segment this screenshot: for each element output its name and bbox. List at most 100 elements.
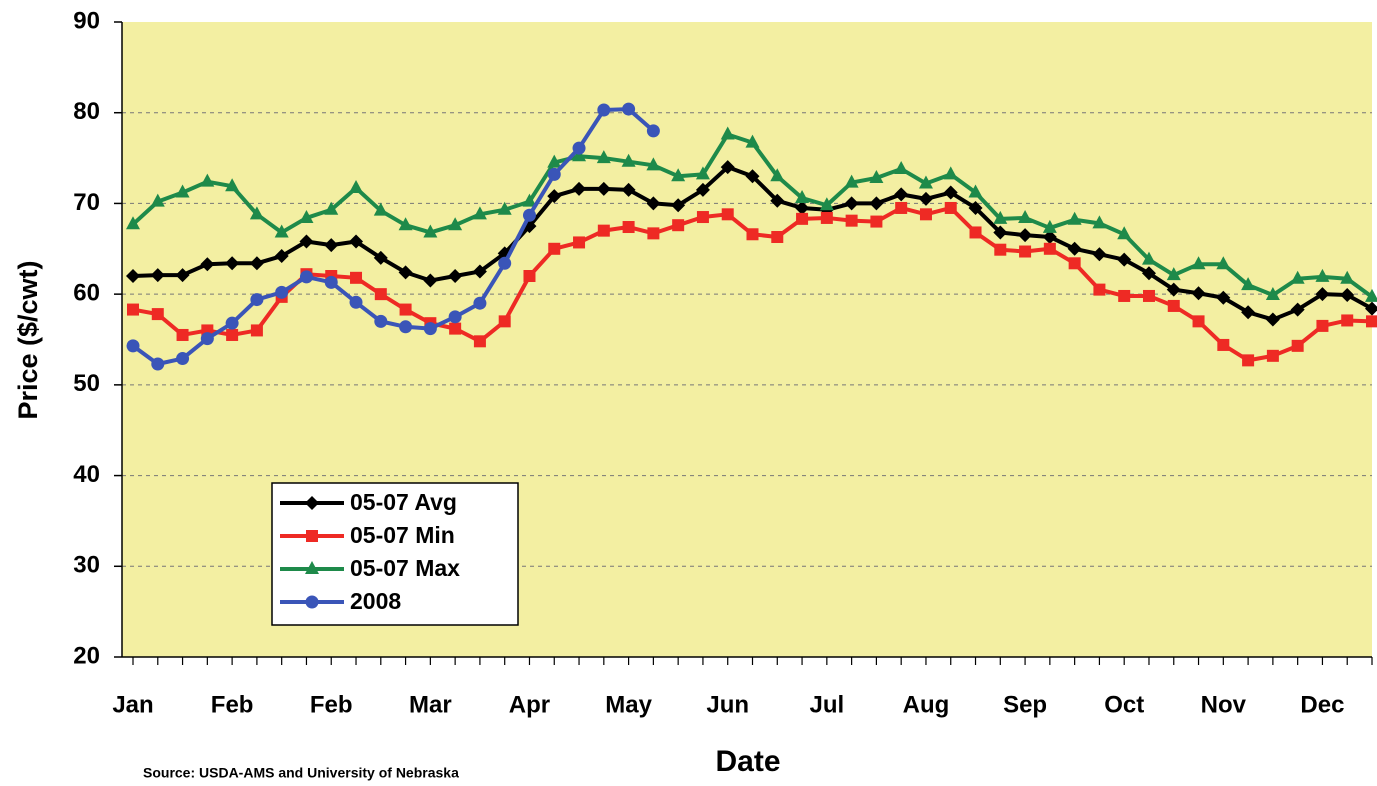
marker [299,234,314,249]
marker [820,211,833,224]
marker [746,228,759,241]
marker [151,357,165,371]
y-tick-label: 60 [73,279,100,306]
marker [398,265,413,280]
marker [1141,251,1156,265]
marker [1291,339,1304,352]
marker [200,332,214,346]
marker [473,335,486,348]
marker [350,271,363,284]
marker [1265,312,1280,327]
marker [324,201,339,215]
legend-marker [306,530,318,542]
y-axis-label: Price ($/cwt) [13,260,43,419]
y-tick-label: 50 [73,370,100,397]
x-tick-label: May [605,691,652,718]
marker [993,210,1008,224]
marker [1141,266,1156,281]
marker [720,160,735,175]
marker [696,211,709,224]
source-note: Source: USDA-AMS and University of Nebra… [143,765,459,781]
marker [869,196,884,211]
marker [151,308,164,321]
marker [869,170,884,184]
marker [1216,256,1231,270]
marker [522,193,537,207]
marker [671,198,686,213]
legend-label: 2008 [350,588,401,614]
marker [1067,211,1082,225]
marker [548,242,561,255]
legend-marker [305,595,319,609]
marker [176,328,189,341]
marker [1043,242,1056,255]
marker [399,303,412,316]
x-tick-label: Apr [509,691,550,718]
marker [646,196,661,211]
marker [695,166,710,180]
marker [150,193,165,207]
marker [473,296,487,310]
marker [497,201,512,215]
marker [1315,268,1330,282]
marker [126,269,140,283]
marker [597,103,611,117]
marker [200,173,215,187]
marker [1192,315,1205,328]
marker [324,275,338,289]
marker [175,184,190,198]
y-tick-label: 80 [73,98,100,125]
marker [745,134,760,148]
marker [1042,229,1057,244]
marker [647,227,660,240]
x-tick-label: Aug [903,691,950,718]
marker [1290,270,1305,284]
marker [448,310,462,324]
marker [423,322,437,336]
marker [795,189,810,203]
y-tick-label: 90 [73,7,100,34]
marker [225,178,240,192]
marker [993,225,1008,240]
x-tick-label: Jul [809,691,844,718]
marker [918,191,933,206]
legend: 05-07 Avg 05-07 Min 05-07 Max 2008 [271,482,519,626]
marker [1068,257,1081,270]
marker [1340,288,1355,303]
marker [918,175,933,189]
marker [324,238,339,253]
marker [895,201,908,214]
series-line [131,107,655,366]
marker [944,201,957,214]
marker [770,193,785,208]
x-tick-label: Nov [1201,691,1247,718]
marker [1191,286,1206,301]
x-axis-label: Date [715,745,780,778]
marker [596,181,611,196]
marker [894,187,909,202]
marker [349,295,363,309]
marker [919,208,932,221]
marker [745,169,760,184]
marker [1241,305,1256,320]
marker [943,166,958,180]
marker [646,157,661,171]
marker [1316,319,1329,332]
marker [127,303,139,316]
marker [695,182,710,197]
marker [498,256,512,270]
marker [870,215,883,228]
marker [1117,252,1132,267]
marker [771,230,784,243]
marker [1242,354,1255,367]
marker [472,206,487,220]
marker [249,206,264,220]
marker [200,257,215,272]
marker [621,182,636,197]
marker [449,322,462,335]
marker [1366,315,1377,328]
marker [497,246,512,261]
marker [274,249,289,264]
marker [225,316,239,330]
